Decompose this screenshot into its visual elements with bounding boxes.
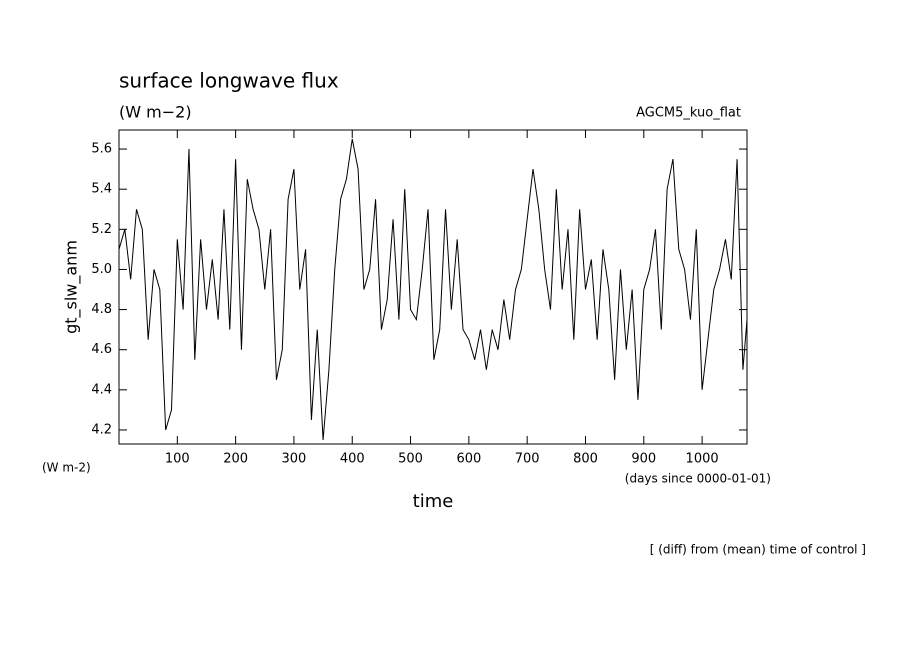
y-unit: (W m-2) [42,461,91,475]
y-tick-label: 5.2 [91,222,112,237]
y-axis-label: gt_slw_anm [62,240,82,334]
annotation: AGCM5_kuo_flat [636,106,741,121]
chart-title: surface longwave flux [119,69,339,93]
footer: [ (diff) from (mean) time of control ] [650,543,866,557]
y-tick-label: 4.6 [91,342,112,357]
x-tick-label: 500 [398,452,423,467]
x-tick-label: 400 [340,452,365,467]
x-tick-label: 800 [573,452,598,467]
y-tick-label: 5.6 [91,142,112,157]
subtitle: (W m−2) [119,103,192,122]
x-tick-label: 700 [515,452,540,467]
x-tick-label: 1000 [686,452,719,467]
y-tick-label: 5.0 [91,262,112,277]
plot-frame [118,129,748,445]
x-tick-label: 100 [165,452,190,467]
y-tick-label: 4.2 [91,422,112,437]
x-tick-label: 200 [223,452,248,467]
x-tick-label: 300 [282,452,307,467]
x-axis-label: time [413,491,454,512]
x-tick-label: 600 [456,452,481,467]
y-tick-label: 4.8 [91,302,112,317]
y-tick-label: 4.4 [91,382,112,397]
data-line [118,138,748,441]
y-tick-label: 5.4 [91,182,112,197]
x-tick-label: 900 [631,452,656,467]
x-unit: (days since 0000-01-01) [625,472,771,486]
